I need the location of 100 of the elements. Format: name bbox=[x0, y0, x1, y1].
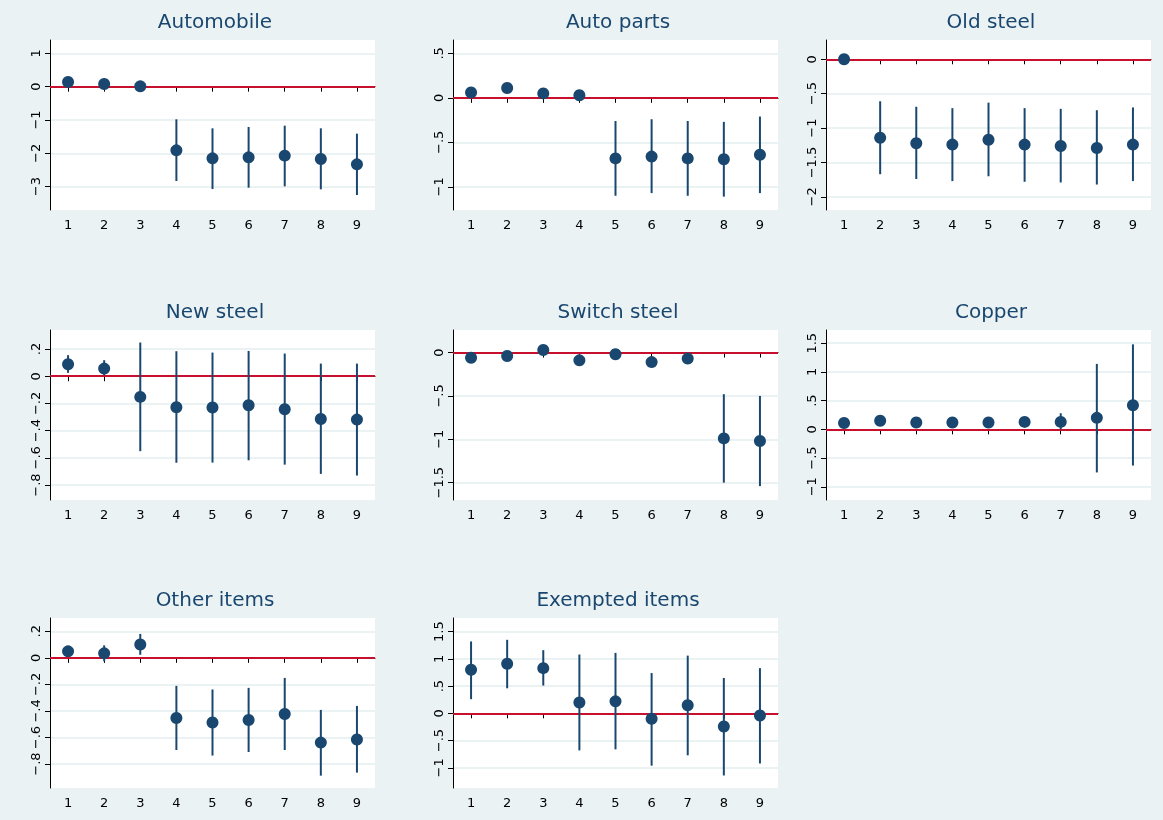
x-tick-label: 6 bbox=[244, 507, 253, 522]
x-tick-label: 6 bbox=[244, 795, 253, 810]
y-tick-label: −1 bbox=[431, 758, 446, 778]
y-tick-label: 1.5 bbox=[431, 621, 446, 642]
x-tick-label: 5 bbox=[984, 217, 993, 232]
x-tick-label: 8 bbox=[1092, 507, 1101, 522]
y-tick-label: −1 bbox=[804, 118, 819, 138]
y-tick-label: −.2 bbox=[28, 672, 43, 697]
x-tick-label: 9 bbox=[1128, 507, 1138, 522]
chart-title: Copper bbox=[954, 299, 1028, 323]
x-tick-label: 4 bbox=[172, 795, 181, 810]
y-tick-label: 1.5 bbox=[804, 332, 819, 354]
x-tick-label: 4 bbox=[948, 217, 957, 232]
x-tick-label: 5 bbox=[208, 217, 217, 232]
y-tick-label: 1 bbox=[431, 654, 446, 664]
x-tick-label: 3 bbox=[912, 507, 921, 522]
y-tick-label: 0 bbox=[28, 653, 43, 662]
y-tick-label: −2 bbox=[804, 187, 819, 207]
x-tick-label: 2 bbox=[100, 217, 109, 232]
x-tick-label: 1 bbox=[466, 795, 476, 810]
y-tick-label: .5 bbox=[431, 679, 446, 693]
y-tick-label: −1.5 bbox=[431, 466, 446, 499]
x-tick-label: 5 bbox=[611, 507, 620, 522]
x-tick-label: 7 bbox=[280, 217, 289, 232]
x-tick-label: 3 bbox=[136, 507, 145, 522]
x-tick-label: 7 bbox=[280, 507, 289, 522]
x-tick-label: 6 bbox=[1020, 507, 1029, 522]
x-tick-label: 5 bbox=[611, 217, 620, 232]
y-tick-label: −.8 bbox=[28, 752, 43, 776]
x-tick-label: 2 bbox=[876, 507, 885, 522]
x-tick-label: 1 bbox=[63, 795, 73, 810]
x-tick-label: 4 bbox=[948, 507, 957, 522]
y-tick-label: −2 bbox=[28, 143, 43, 163]
y-tick-label: .2 bbox=[28, 625, 43, 638]
x-tick-label: 2 bbox=[503, 795, 512, 810]
x-tick-label: 9 bbox=[1128, 217, 1138, 232]
x-tick-label: 3 bbox=[912, 217, 921, 232]
chart-title: Automobile bbox=[157, 9, 273, 33]
y-tick-label: −1 bbox=[804, 477, 819, 497]
y-tick-label: −.8 bbox=[28, 473, 43, 497]
x-tick-label: 4 bbox=[575, 795, 584, 810]
x-tick-label: 5 bbox=[611, 795, 620, 810]
y-tick-label: 0 bbox=[431, 93, 446, 102]
y-tick-label: −.2 bbox=[28, 391, 43, 416]
y-tick-label: 0 bbox=[28, 82, 43, 91]
chart-title: Auto parts bbox=[565, 9, 671, 33]
x-tick-label: 8 bbox=[316, 507, 325, 522]
x-tick-label: 7 bbox=[280, 795, 289, 810]
y-tick-label: 0 bbox=[28, 372, 43, 381]
x-tick-label: 3 bbox=[539, 507, 548, 522]
y-tick-label: 0 bbox=[804, 55, 819, 64]
y-tick-label: −1 bbox=[431, 429, 446, 449]
x-tick-label: 6 bbox=[244, 217, 253, 232]
x-tick-label: 8 bbox=[1092, 217, 1101, 232]
x-tick-label: 8 bbox=[719, 507, 728, 522]
x-tick-label: 9 bbox=[352, 217, 362, 232]
x-tick-label: 7 bbox=[683, 795, 692, 810]
x-tick-label: 8 bbox=[316, 795, 325, 810]
x-tick-label: 9 bbox=[352, 795, 362, 810]
x-tick-label: 1 bbox=[466, 507, 476, 522]
x-tick-label: 1 bbox=[63, 217, 73, 232]
x-tick-label: 9 bbox=[755, 795, 765, 810]
x-tick-label: 9 bbox=[755, 507, 765, 522]
y-tick-label: 1 bbox=[28, 49, 43, 58]
x-tick-label: 6 bbox=[1020, 217, 1029, 232]
y-tick-label: 1 bbox=[804, 367, 819, 377]
x-tick-label: 6 bbox=[647, 217, 656, 232]
y-tick-label: −.4 bbox=[28, 699, 43, 723]
y-tick-label: −.4 bbox=[28, 418, 43, 443]
y-tick-label: .2 bbox=[28, 342, 43, 356]
x-tick-label: 1 bbox=[63, 507, 73, 522]
chart-title: Old steel bbox=[946, 9, 1036, 33]
y-tick-label: −1.5 bbox=[804, 146, 819, 179]
chart-title: New steel bbox=[165, 299, 265, 323]
x-tick-label: 2 bbox=[100, 795, 109, 810]
x-tick-label: 7 bbox=[683, 217, 692, 232]
y-tick-label: .5 bbox=[804, 394, 819, 407]
y-tick-label: 0 bbox=[804, 425, 819, 434]
x-tick-label: 4 bbox=[172, 217, 181, 232]
y-tick-label: −.5 bbox=[804, 82, 819, 106]
chart-title: Other items bbox=[155, 587, 275, 611]
x-tick-label: 2 bbox=[503, 507, 512, 522]
y-tick-label: −1 bbox=[28, 110, 43, 130]
x-tick-label: 1 bbox=[839, 217, 849, 232]
chart-title: Exempted items bbox=[536, 587, 700, 611]
x-tick-label: 4 bbox=[575, 507, 584, 522]
x-tick-label: 9 bbox=[352, 507, 362, 522]
x-tick-label: 2 bbox=[503, 217, 512, 232]
x-tick-label: 8 bbox=[719, 217, 728, 232]
x-tick-label: 6 bbox=[647, 795, 656, 810]
x-tick-label: 8 bbox=[316, 217, 325, 232]
x-tick-label: 7 bbox=[1056, 217, 1065, 232]
x-tick-label: 5 bbox=[208, 507, 217, 522]
x-tick-label: 3 bbox=[136, 217, 145, 232]
x-tick-label: 1 bbox=[466, 217, 476, 232]
y-tick-label: 0 bbox=[431, 709, 446, 718]
y-tick-label: −1 bbox=[431, 177, 446, 197]
y-tick-label: −.5 bbox=[431, 728, 446, 753]
y-tick-label: −.5 bbox=[431, 130, 446, 154]
x-tick-label: 5 bbox=[208, 795, 217, 810]
